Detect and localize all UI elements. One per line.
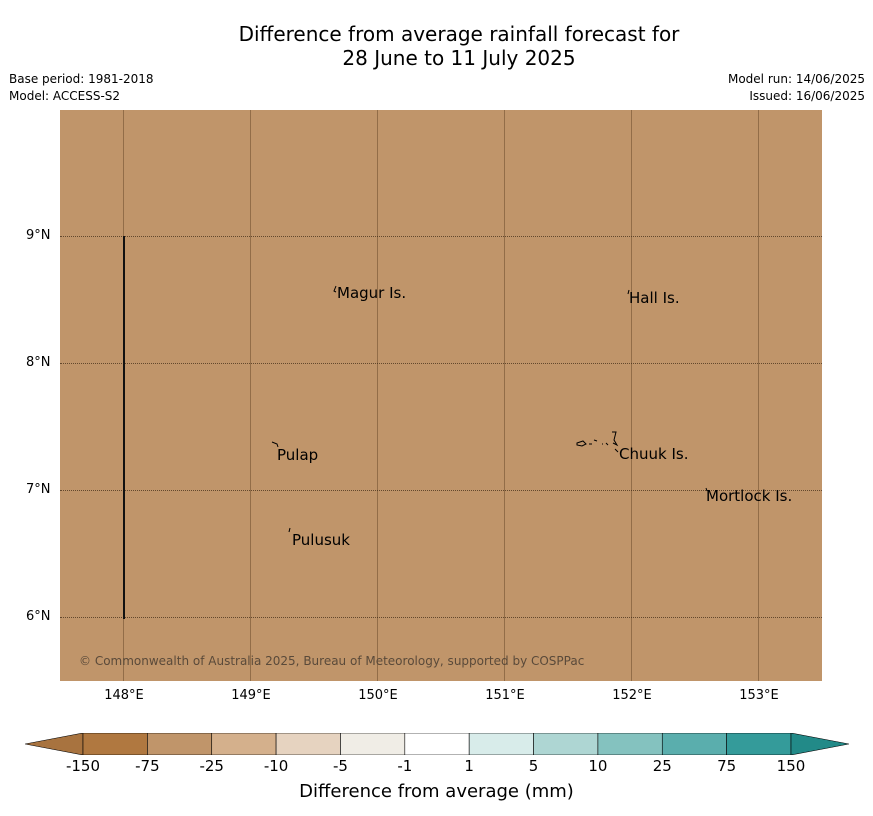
colorbar-bin (597, 733, 663, 755)
place-pulap: Pulap (277, 446, 319, 464)
title-line-2: 28 June to 11 July 2025 (342, 46, 576, 70)
gridline-lat-6 (60, 617, 822, 618)
lon-label-150e: 150°E (358, 688, 398, 703)
colorbar-bin (82, 733, 148, 755)
lon-label-149e: 149°E (231, 688, 271, 703)
meta-left: Base period: 1981-2018 Model: ACCESS-S2 (9, 71, 154, 105)
colorbar-tick-label: 5 (528, 757, 539, 775)
colorbar-tick-label: -150 (65, 757, 101, 775)
gridline-lat-8 (60, 363, 822, 364)
colorbar-tick-label: 25 (652, 757, 672, 775)
meta-right: Model run: 14/06/2025 Issued: 16/06/2025 (728, 71, 865, 105)
lon-label-151e: 151°E (485, 688, 525, 703)
colorbar-tick-label: 150 (776, 757, 806, 775)
colorbar-bin (661, 733, 727, 755)
colorbar-tick-label: 1 (464, 757, 474, 775)
colorbar-tick-label: -1 (397, 757, 413, 775)
colorbar-tick-label: -25 (199, 757, 224, 775)
colorbar (25, 733, 849, 755)
map-area: Magur Is. Hall Is. Pulap Chuuk Is. Mortl… (60, 110, 822, 681)
lat-label-9n: 9°N (26, 228, 51, 243)
colorbar-tick-label: 10 (588, 757, 608, 775)
place-pulusuk: Pulusuk (292, 531, 350, 549)
model-name: Model: ACCESS-S2 (9, 89, 121, 103)
gridline-lon-151 (504, 110, 505, 681)
colorbar-bin (147, 733, 213, 755)
colorbar-bin (404, 733, 470, 755)
lat-label-7n: 7°N (26, 482, 51, 497)
gridline-lon-149 (250, 110, 251, 681)
colorbar-bin (275, 733, 341, 755)
lon-label-148e: 148°E (104, 688, 144, 703)
lat-label-8n: 8°N (26, 355, 51, 370)
place-mortlock-is: Mortlock Is. (706, 487, 793, 505)
colorbar-tick-label: -75 (135, 757, 160, 775)
colorbar-extend-high (790, 733, 849, 755)
gridline-lat-7 (60, 490, 822, 491)
island-outlines (271, 285, 708, 533)
place-chuuk-is: Chuuk Is. (619, 445, 689, 463)
lon-label-152e: 152°E (612, 688, 652, 703)
colorbar-bin (211, 733, 277, 755)
colorbar-title: Difference from average (mm) (299, 781, 574, 802)
title-line-1: Difference from average rainfall forecas… (238, 22, 680, 46)
copyright-text: © Commonwealth of Australia 2025, Bureau… (79, 654, 585, 668)
gridline-lon-150 (377, 110, 378, 681)
lat-label-6n: 6°N (26, 609, 51, 624)
colorbar-bin (468, 733, 534, 755)
base-period: Base period: 1981-2018 (9, 72, 154, 86)
colorbar-bin (340, 733, 406, 755)
model-run: Model run: 14/06/2025 (727, 72, 865, 86)
colorbar-tick-label: -5 (332, 757, 348, 775)
colorbar-extend-low (25, 733, 84, 755)
colorbar-bin (726, 733, 792, 755)
gridline-lon-153 (758, 110, 759, 681)
boundary-line (123, 236, 125, 619)
chart-title: Difference from average rainfall forecas… (0, 22, 873, 70)
lon-label-153e: 153°E (739, 688, 779, 703)
issued-date: Issued: 16/06/2025 (749, 89, 865, 103)
colorbar-tick-label: 75 (717, 757, 737, 775)
colorbar-bin (533, 733, 599, 755)
place-magur-is: Magur Is. (337, 284, 407, 302)
colorbar-tick-label: -10 (263, 757, 289, 775)
place-hall-is: Hall Is. (629, 289, 680, 307)
gridline-lat-9 (60, 236, 822, 237)
gridline-lon-152 (631, 110, 632, 681)
